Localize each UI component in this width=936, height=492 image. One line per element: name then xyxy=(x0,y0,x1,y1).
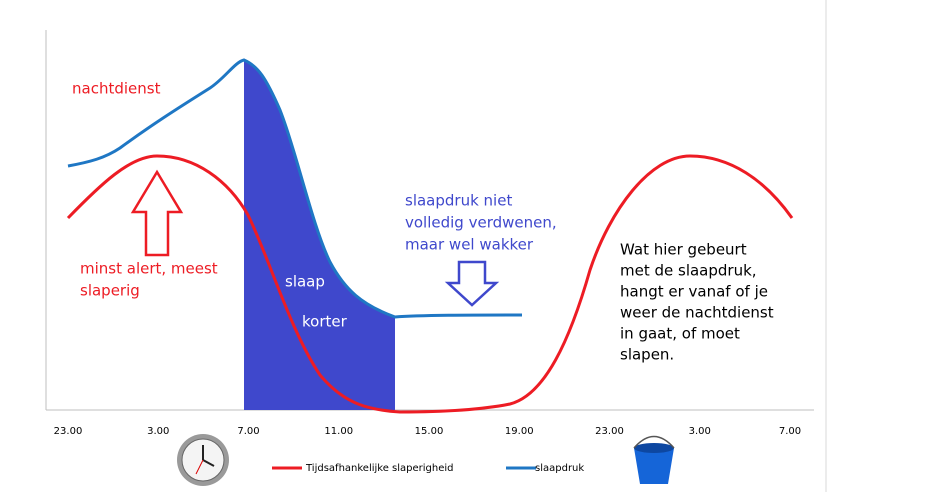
sleep-area xyxy=(244,60,395,410)
pressure-note-line: maar wel wakker xyxy=(405,236,534,254)
sleepiness-curve xyxy=(66,154,794,414)
note-line: met de slaapdruk, xyxy=(620,262,757,280)
x-tick-label: 3.00 xyxy=(147,426,169,437)
pressure-note-line: slaapdruk niet xyxy=(405,192,512,210)
x-tick-label: 3.00 xyxy=(689,426,711,437)
shorter-label: korter xyxy=(302,313,348,331)
alert-label-line: slaperig xyxy=(80,282,140,300)
up-arrow xyxy=(130,169,184,257)
legend-label: Tijdsafhankelijke slaperigheid xyxy=(305,463,454,474)
x-tick-label: 7.00 xyxy=(779,426,801,437)
note-line: Wat hier gebeurt xyxy=(620,241,747,259)
note-line: hangt er vanaf of je xyxy=(620,283,768,301)
x-tick-label: 11.00 xyxy=(324,426,353,437)
sleep-label: slaap xyxy=(285,273,325,291)
clock-icon xyxy=(177,434,229,486)
bucket-icon xyxy=(633,435,675,484)
x-tick-label: 15.00 xyxy=(415,426,444,437)
note-line: weer de nachtdienst xyxy=(620,304,774,322)
pressure-note-line: volledig verdwenen, xyxy=(405,214,557,232)
legend-label: slaapdruk xyxy=(535,463,584,474)
note-line: slapen. xyxy=(620,346,674,364)
night-shift-label: nachtdienst xyxy=(72,80,161,98)
alert-label-line: minst alert, meest xyxy=(80,260,218,278)
x-tick-label: 7.00 xyxy=(237,426,259,437)
x-tick-label: 23.00 xyxy=(595,426,624,437)
note-line: in gaat, of moet xyxy=(620,325,740,343)
x-tick-label: 19.00 xyxy=(505,426,534,437)
x-tick-label: 23.00 xyxy=(54,426,83,437)
sleep-pressure-curve xyxy=(67,58,523,319)
down-arrow xyxy=(444,260,500,307)
